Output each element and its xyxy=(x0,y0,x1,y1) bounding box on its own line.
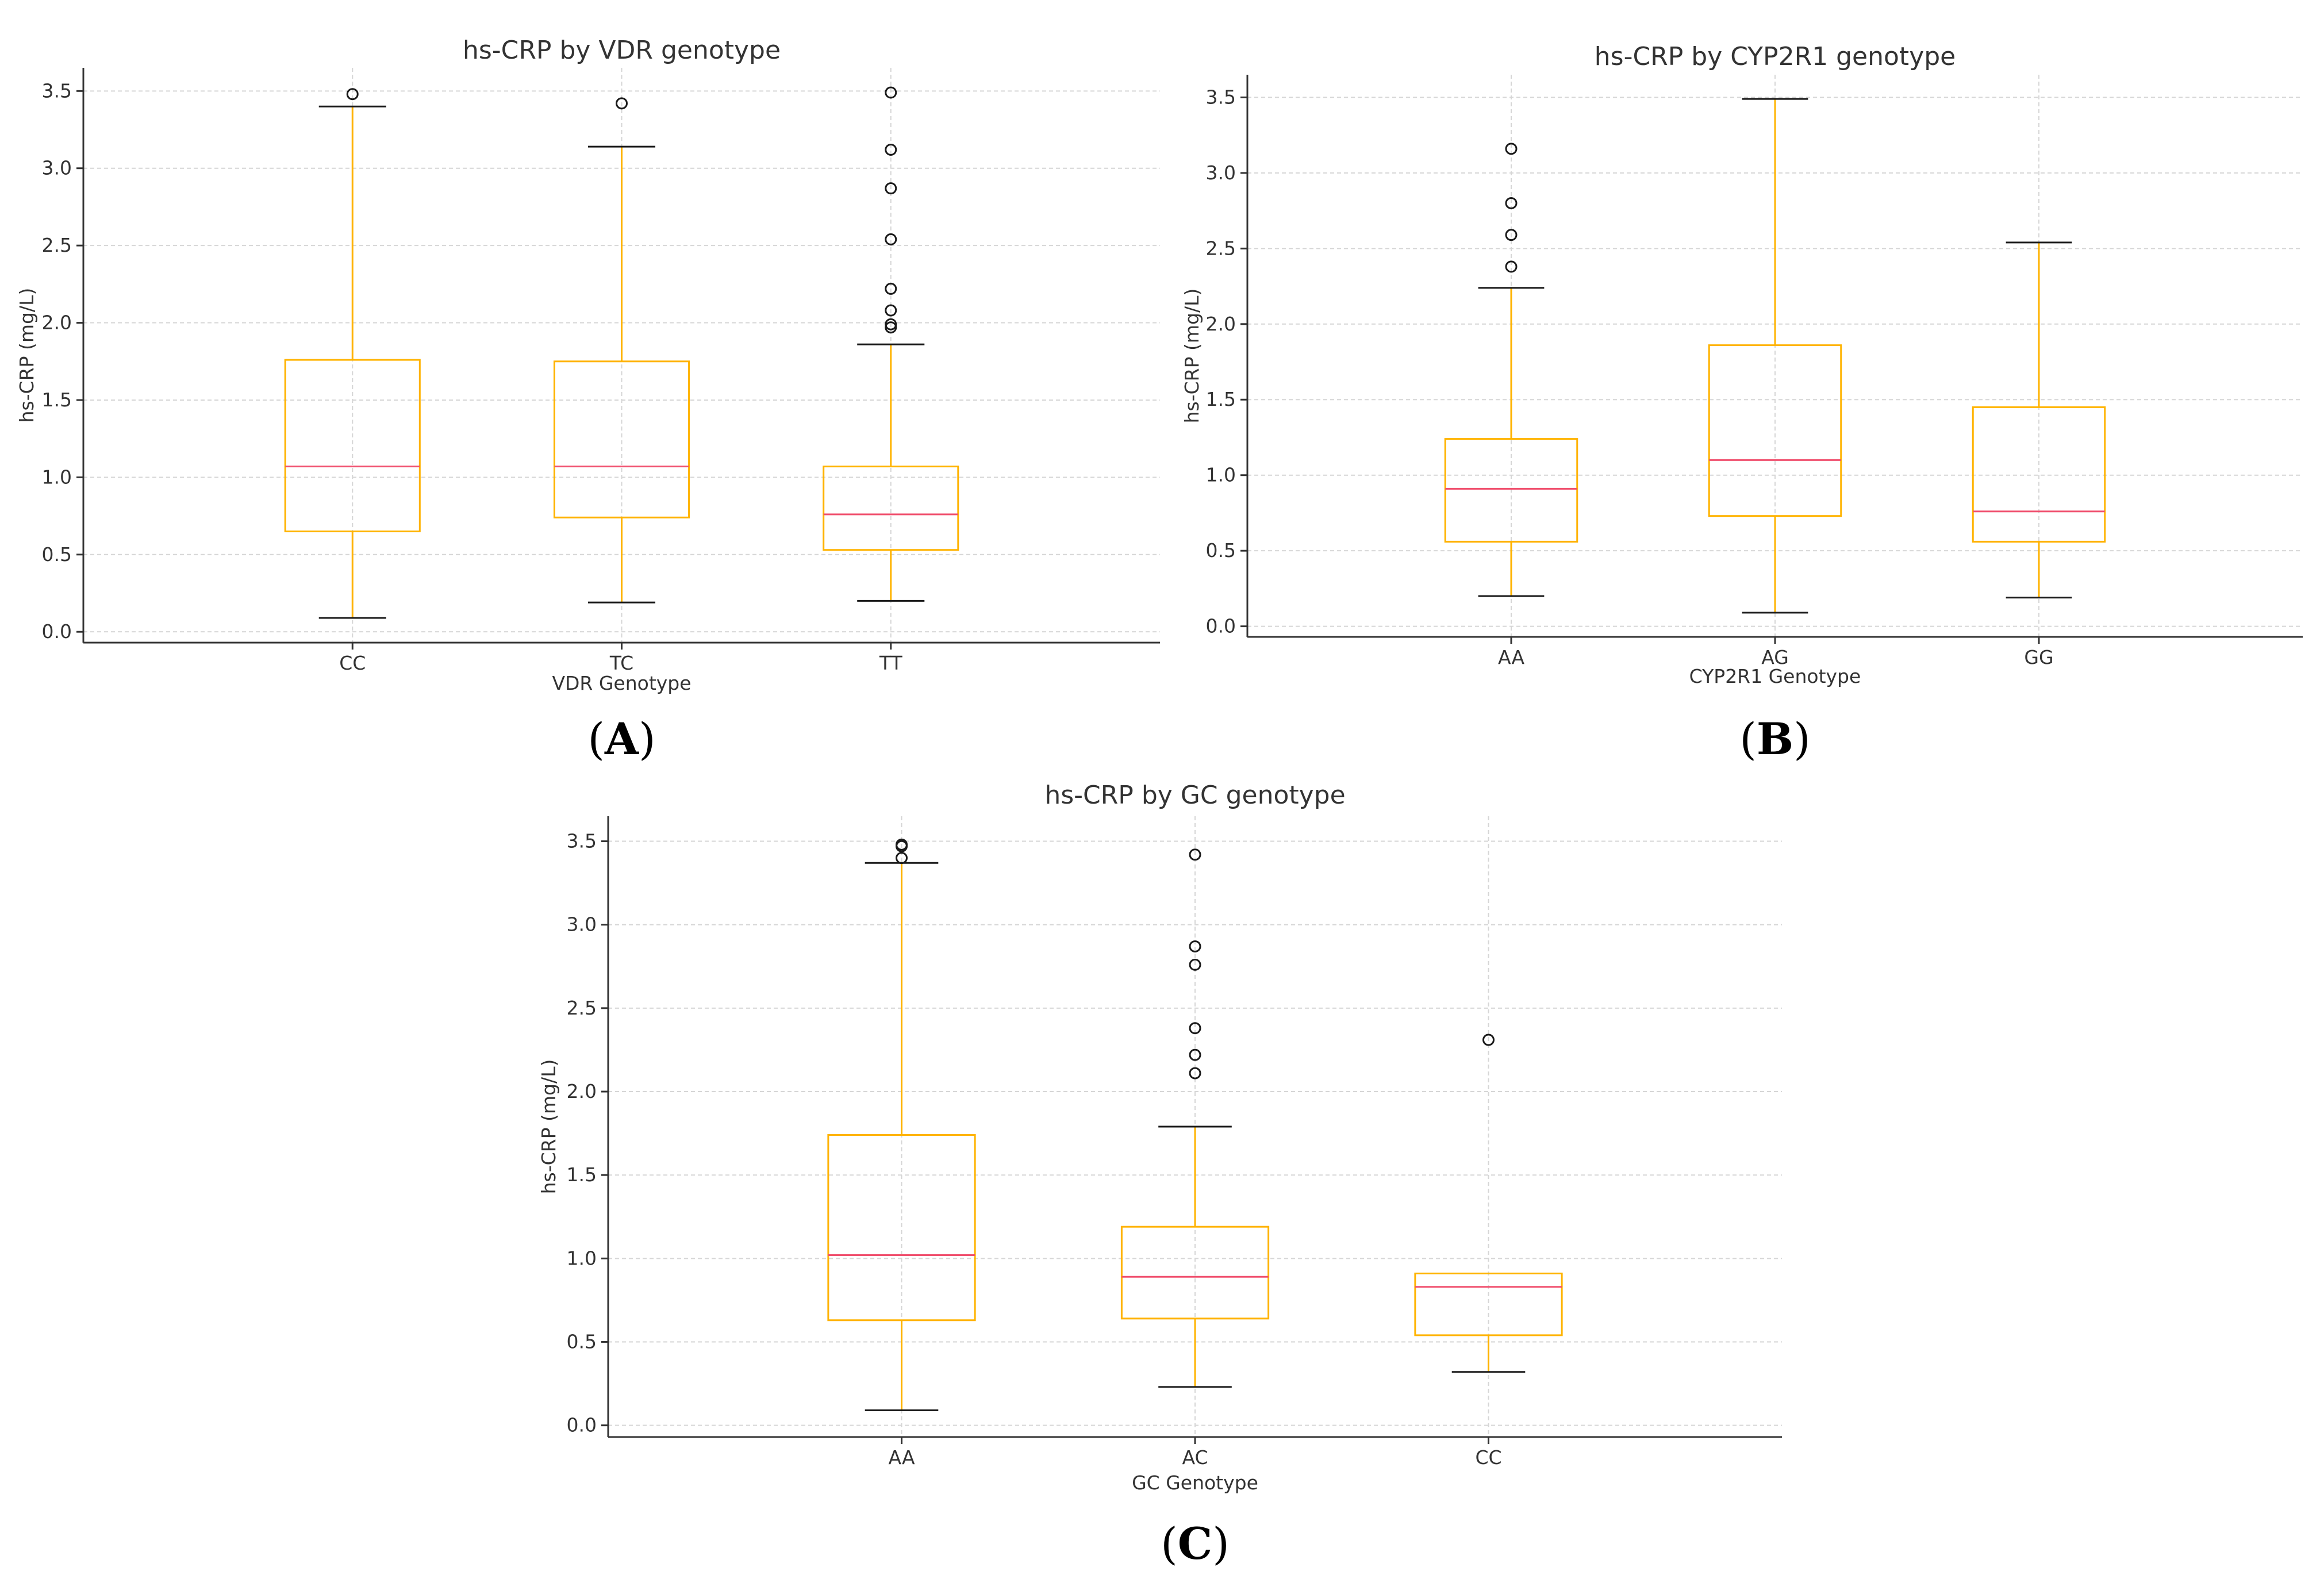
outlier-point xyxy=(885,143,897,156)
y-axis-label: hs-CRP (mg/L) xyxy=(16,288,38,423)
x-tick-label: TT xyxy=(879,652,903,674)
y-tick-label: 0.5 xyxy=(1206,539,1236,562)
x-axis-label: GC Genotype xyxy=(1132,1472,1258,1494)
x-tick-label: CC xyxy=(1475,1446,1501,1469)
y-tick-label: 2.5 xyxy=(567,997,597,1019)
outlier-point xyxy=(885,182,897,195)
box-tt xyxy=(823,466,959,551)
box-ag xyxy=(1708,344,1842,517)
x-tick-label: AG xyxy=(1761,646,1789,669)
box-aa xyxy=(1444,438,1578,543)
x-tick-label: AA xyxy=(888,1446,915,1469)
y-tick-label: 3.0 xyxy=(42,157,72,179)
y-tick-label: 3.5 xyxy=(1206,86,1236,108)
y-axis-label: hs-CRP (mg/L) xyxy=(537,1059,560,1194)
outlier-point xyxy=(1189,958,1201,971)
y-axis-label: hs-CRP (mg/L) xyxy=(1181,289,1203,424)
panel-a-hs-crp-by-vdr-genotype: 0.0 0.5 1.0 1.5 2.0 2.5 3.0 3.5 CC TC TT hs-CRP by … xyxy=(16,36,1160,764)
y-tick-label: 3.0 xyxy=(1206,162,1236,184)
y-tick-label: 3.0 xyxy=(567,913,597,936)
y-tick-label: 0.5 xyxy=(42,543,72,566)
panel-c-hs-crp-by-gc-genotype: 0.0 0.5 1.0 1.5 2.0 2.5 3.0 3.5 AA AC CC hs-CRP by … xyxy=(537,781,1782,1569)
y-tick-label: 1.5 xyxy=(1206,388,1236,410)
y-tick-label: 1.0 xyxy=(567,1247,597,1269)
x-axis-label: CYP2R1 Genotype xyxy=(1689,665,1861,687)
x-tick-label: TC xyxy=(609,652,633,674)
outlier-point xyxy=(1505,260,1518,273)
box-cc xyxy=(284,359,421,532)
outlier-point xyxy=(1189,1048,1201,1061)
x-axis-label: VDR Genotype xyxy=(552,672,691,694)
box-gg xyxy=(1972,406,2106,543)
box-aa xyxy=(827,1134,976,1321)
y-tick-label: 2.5 xyxy=(1206,237,1236,259)
outlier-point xyxy=(885,318,897,331)
outlier-point xyxy=(1482,1034,1495,1046)
y-tick-label: 0.0 xyxy=(1206,615,1236,637)
outlier-point xyxy=(885,282,897,295)
x-tick-label: AC xyxy=(1182,1446,1208,1469)
y-tick-label: 0.5 xyxy=(567,1331,597,1353)
y-tick-label: 2.0 xyxy=(567,1080,597,1102)
outlier-point xyxy=(1505,229,1518,241)
box-cc xyxy=(1414,1272,1563,1336)
outlier-point xyxy=(1505,143,1518,155)
outlier-point xyxy=(1189,1067,1201,1079)
y-tick-label: 2.5 xyxy=(42,234,72,256)
y-tick-label: 1.5 xyxy=(567,1163,597,1186)
chart-title: hs-CRP by CYP2R1 genotype xyxy=(1595,42,1956,71)
outlier-point xyxy=(346,88,359,101)
chart-title: hs-CRP by VDR genotype xyxy=(463,36,781,65)
outlier-point xyxy=(1189,940,1201,952)
box-ac xyxy=(1120,1225,1270,1320)
y-tick-label: 3.5 xyxy=(42,79,72,102)
chart-title: hs-CRP by GC genotype xyxy=(1044,781,1345,810)
x-tick-label: CC xyxy=(339,652,366,674)
outlier-point xyxy=(1189,848,1201,861)
x-tick-label: GG xyxy=(2024,646,2053,669)
outlier-point xyxy=(885,233,897,245)
y-tick-label: 0.0 xyxy=(42,620,72,643)
outlier-point xyxy=(885,86,897,99)
x-tick-label: AA xyxy=(1498,646,1524,669)
y-tick-label: 2.0 xyxy=(1206,313,1236,335)
y-tick-label: 1.0 xyxy=(42,466,72,488)
outlier-point xyxy=(1189,1022,1201,1035)
outlier-point xyxy=(896,852,908,865)
outlier-point xyxy=(1505,197,1518,209)
outlier-point xyxy=(885,304,897,317)
y-tick-label: 3.5 xyxy=(567,830,597,852)
y-tick-label: 1.0 xyxy=(1206,464,1236,486)
panel-label: (C) xyxy=(1161,1518,1230,1569)
outlier-point xyxy=(896,838,908,851)
panel-label: (B) xyxy=(1739,713,1811,764)
y-tick-label: 1.5 xyxy=(42,389,72,411)
box-tc xyxy=(553,360,690,518)
panel-b-hs-crp-by-cyp2r1-genotype: 0.0 0.5 1.0 1.5 2.0 2.5 3.0 3.5 AA AG GG hs-CRP by … xyxy=(1181,42,2303,764)
y-tick-label: 0.0 xyxy=(567,1414,597,1436)
y-tick-label: 2.0 xyxy=(42,312,72,334)
panel-label: (A) xyxy=(587,713,655,764)
outlier-point xyxy=(616,97,628,110)
